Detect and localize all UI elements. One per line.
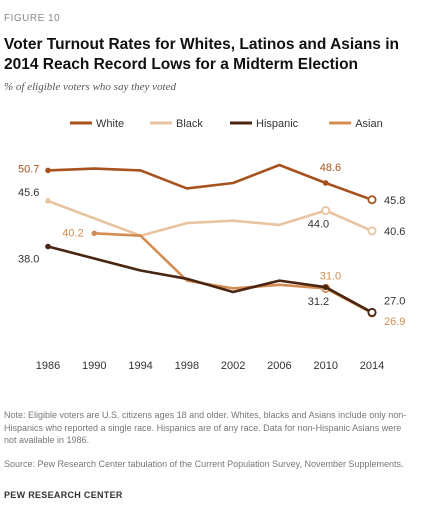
point-marker-white-2014 bbox=[367, 195, 377, 205]
data-label-hispanic-2010: 31.2 bbox=[308, 296, 329, 308]
point-marker-black-1986 bbox=[45, 198, 51, 204]
data-label-black-2014: 40.6 bbox=[384, 226, 405, 238]
line-chart: White Black Hispanic Asian 50.7 48.6 45.8 45.6 4… bbox=[18, 118, 405, 372]
chart-source: Source: Pew Research Center tabulation o… bbox=[4, 459, 404, 469]
chart-note: Note: Eligible voters are U.S. citizens … bbox=[4, 410, 407, 445]
x-tick-label-1990: 1990 bbox=[82, 360, 106, 372]
data-label-asian-1990: 40.2 bbox=[62, 227, 83, 239]
legend-label-black: Black bbox=[176, 118, 203, 130]
point-marker-black-2010 bbox=[321, 206, 331, 216]
legend-label-asian: Asian bbox=[355, 118, 383, 130]
point-marker-asian-1990 bbox=[91, 230, 98, 237]
point-marker-hispanic-1986 bbox=[45, 243, 51, 250]
x-tick-label-1998: 1998 bbox=[175, 360, 199, 372]
legend-label-hispanic: Hispanic bbox=[256, 118, 299, 130]
point-marker-hispanic-2010 bbox=[322, 284, 329, 291]
brand-name: PEW RESEARCH CENTER bbox=[4, 490, 123, 500]
x-tick-label-2006: 2006 bbox=[267, 360, 291, 372]
x-tick-label-2014: 2014 bbox=[360, 360, 384, 372]
data-label-hispanic-2014: 27.0 bbox=[384, 295, 405, 307]
data-label-white-2014: 45.8 bbox=[384, 195, 405, 207]
data-label-black-2010: 44.0 bbox=[308, 219, 329, 231]
series-line-white bbox=[47, 163, 373, 202]
point-marker-white-1986 bbox=[45, 167, 51, 174]
point-marker-white-2010 bbox=[322, 180, 329, 186]
data-label-black-1986: 45.6 bbox=[18, 187, 39, 199]
data-label-white-2010: 48.6 bbox=[320, 162, 341, 174]
figure-label: FIGURE 10 bbox=[4, 13, 61, 24]
chart-title: Voter Turnout Rates for Whites, Latinos … bbox=[4, 36, 399, 73]
x-tick-label-2002: 2002 bbox=[221, 360, 245, 372]
data-label-asian-2014: 26.9 bbox=[384, 316, 405, 328]
data-label-hispanic-1986: 38.0 bbox=[18, 253, 39, 265]
chart-subtitle: % of eligible voters who say they voted bbox=[4, 81, 176, 93]
legend-label-white: White bbox=[96, 118, 124, 130]
data-label-white-1986: 50.7 bbox=[18, 163, 39, 175]
x-tick-label-1994: 1994 bbox=[128, 360, 152, 372]
x-tick-label-1986: 1986 bbox=[36, 360, 60, 372]
x-tick-label-2010: 2010 bbox=[313, 360, 337, 372]
point-marker-black-2014 bbox=[367, 226, 377, 236]
point-marker-hispanic-2014 bbox=[367, 307, 377, 317]
data-label-asian-2010: 31.0 bbox=[320, 270, 341, 282]
